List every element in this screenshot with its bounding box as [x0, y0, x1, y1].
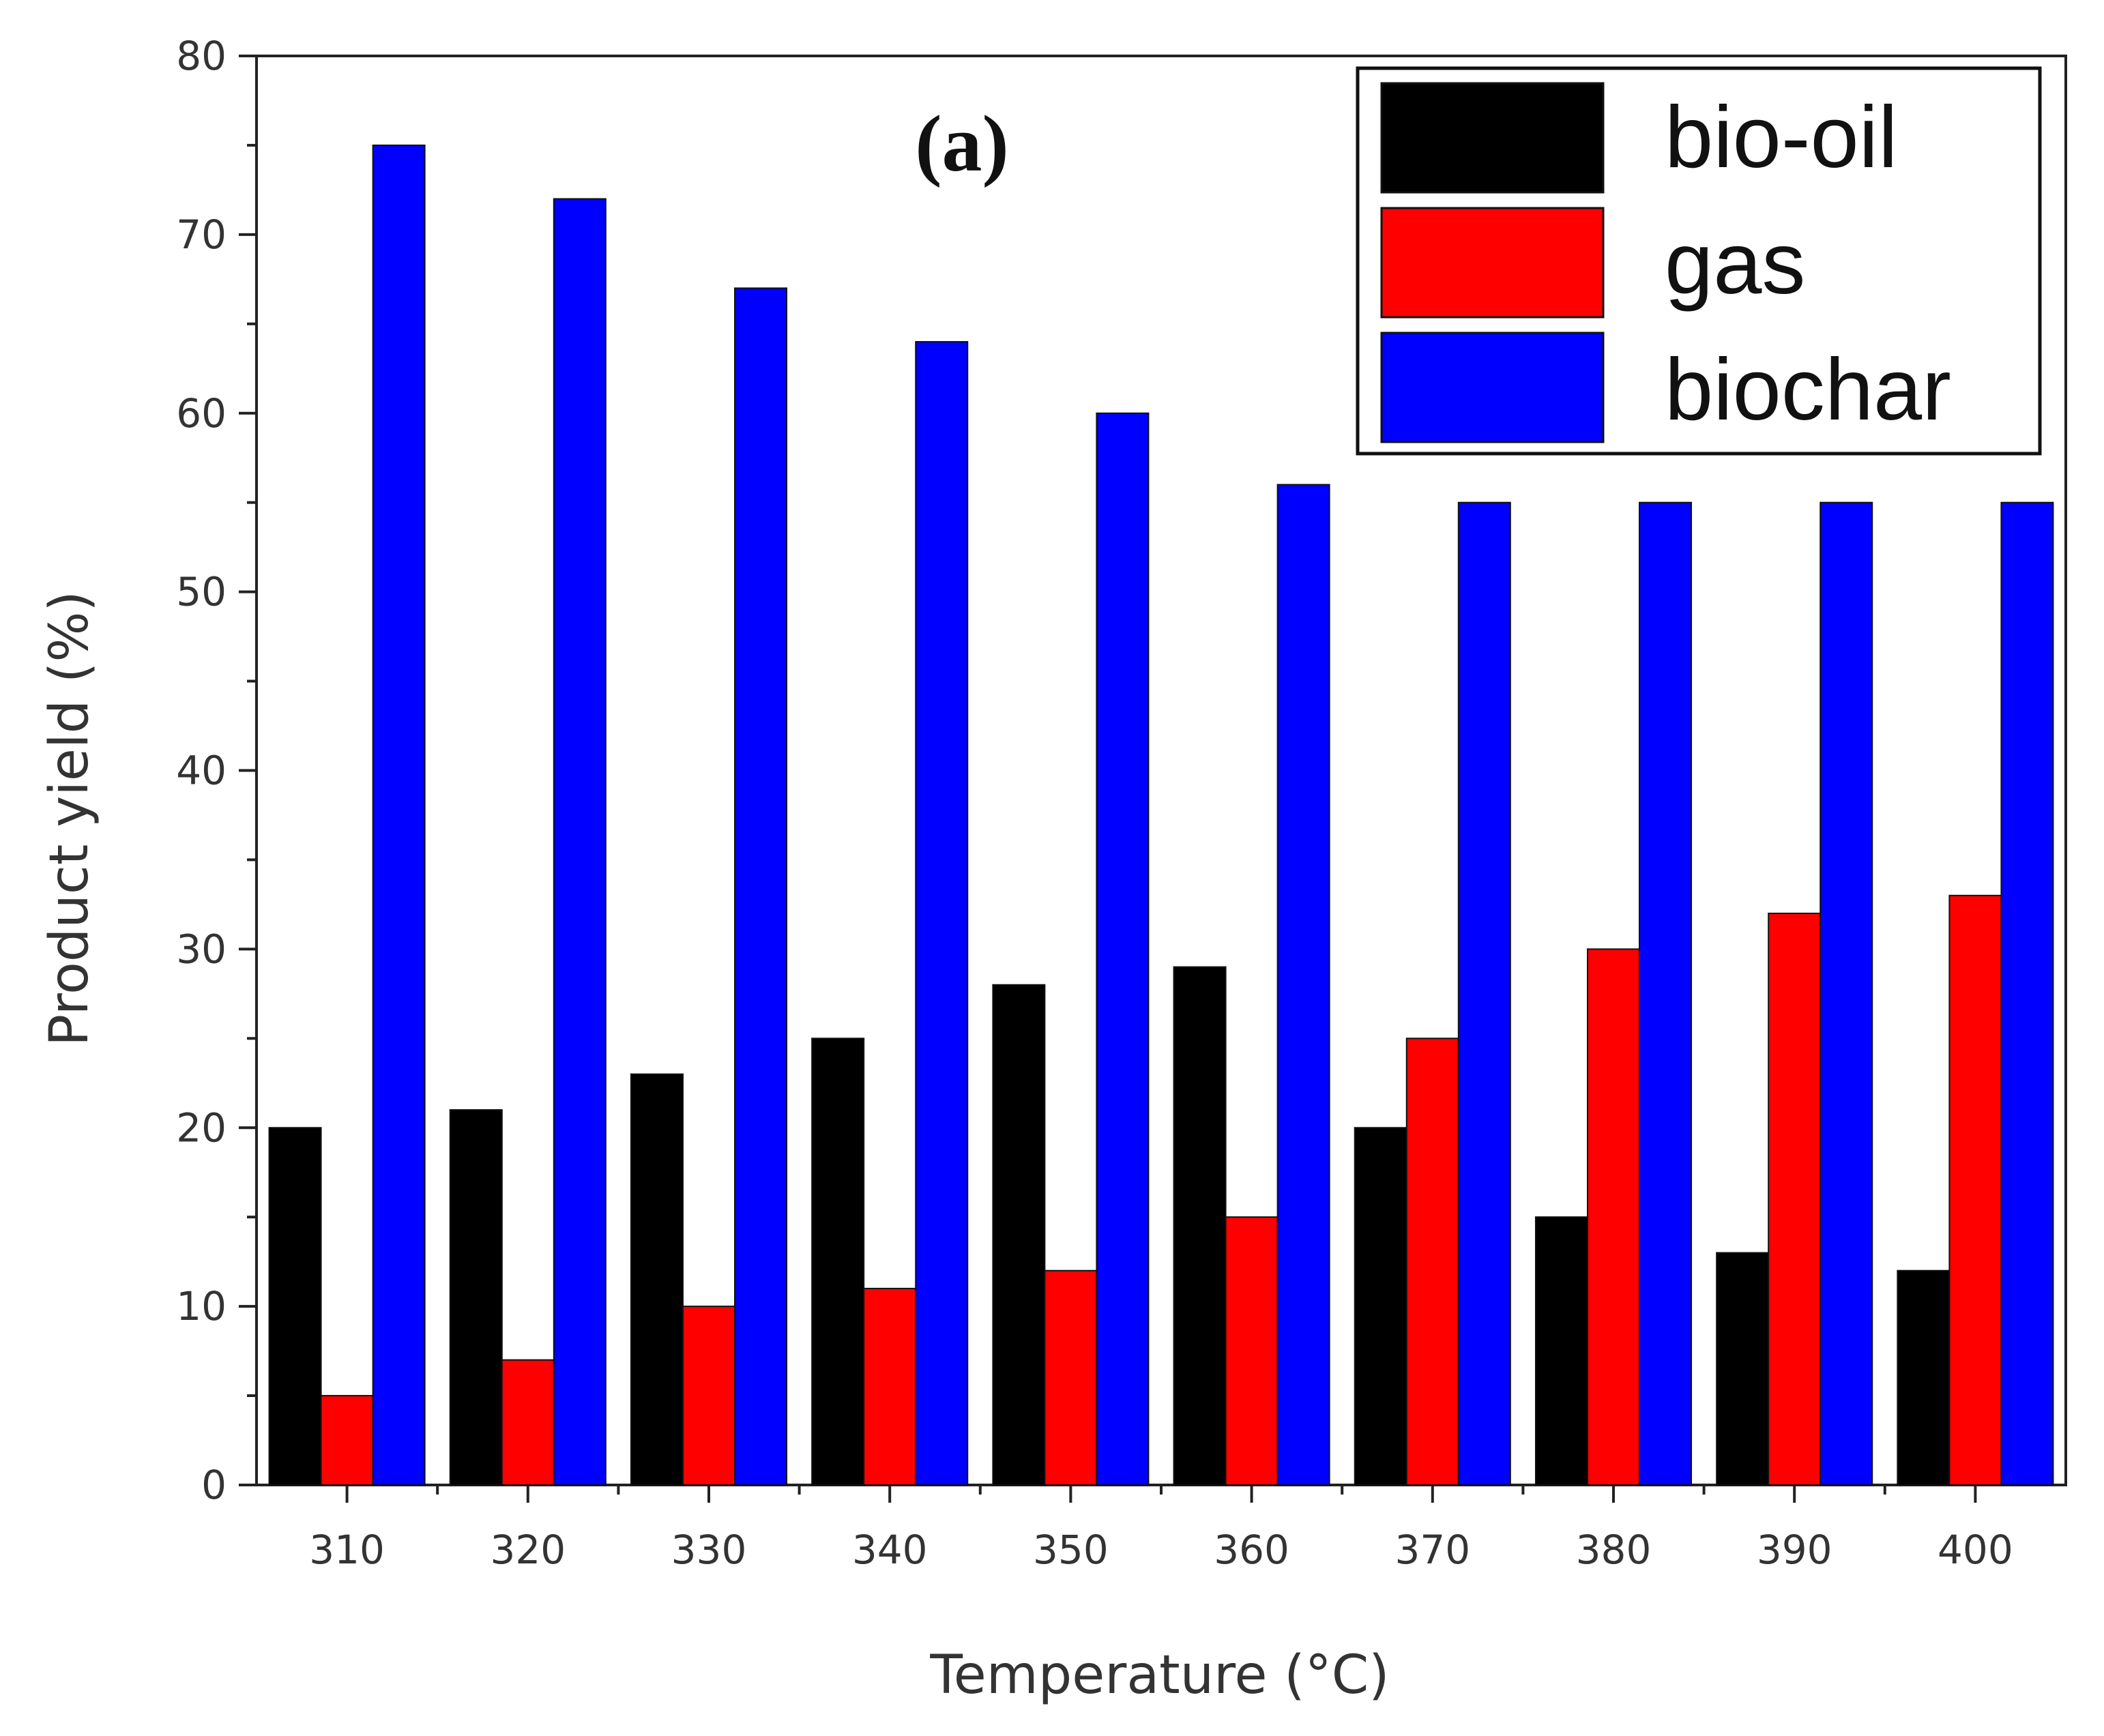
legend: bio-oil gas biochar — [1356, 66, 2042, 456]
bar-bio-oil-380 — [1534, 1216, 1588, 1486]
x-tick-label: 330 — [671, 1527, 747, 1573]
y-tick-label: 60 — [176, 390, 227, 437]
bar-bio-oil-350 — [992, 984, 1046, 1486]
bar-biochar-380 — [1639, 501, 1693, 1486]
legend-label-bio-oil: bio-oil — [1665, 89, 1898, 186]
bar-biochar-320 — [553, 198, 607, 1486]
y-tick-label: 70 — [176, 211, 227, 258]
x-axis-title: Temperature (°C) — [929, 1645, 1389, 1706]
x-tick-label: 320 — [490, 1527, 566, 1573]
legend-swatch-gas — [1380, 207, 1605, 319]
bar-gas-400 — [1948, 894, 2002, 1486]
panel-label: (a) — [915, 99, 1009, 188]
bar-gas-320 — [501, 1359, 555, 1486]
axis-ticks — [239, 55, 1977, 1503]
bar-gas-330 — [682, 1306, 736, 1486]
x-tick-label: 340 — [852, 1527, 928, 1573]
legend-label-biochar: biochar — [1665, 341, 1951, 439]
bar-biochar-310 — [372, 144, 426, 1486]
bar-gas-350 — [1044, 1269, 1098, 1486]
bar-gas-340 — [863, 1287, 917, 1486]
x-tick-label: 380 — [1576, 1527, 1652, 1573]
bar-biochar-330 — [734, 287, 788, 1486]
x-tick-label: 370 — [1394, 1527, 1470, 1573]
bar-bio-oil-330 — [630, 1073, 684, 1486]
bar-gas-310 — [320, 1395, 374, 1486]
bar-gas-380 — [1586, 948, 1641, 1486]
legend-label-gas: gas — [1665, 215, 1805, 312]
y-tick-label: 50 — [176, 569, 227, 615]
y-tick-label: 10 — [176, 1283, 227, 1329]
bar-bio-oil-360 — [1173, 966, 1227, 1486]
bar-biochar-400 — [2000, 501, 2054, 1486]
y-tick-label: 20 — [176, 1104, 227, 1151]
bar-bio-oil-310 — [268, 1127, 322, 1486]
bar-gas-360 — [1225, 1216, 1279, 1486]
legend-swatch-biochar — [1380, 332, 1605, 443]
bar-bio-oil-340 — [811, 1038, 865, 1486]
tick-labels: 0 10 20 30 40 50 60 70 80 310 320 330 340 350 360 370 38… — [176, 33, 2013, 1573]
bar-bio-oil-320 — [449, 1109, 503, 1486]
y-tick-label: 40 — [176, 748, 227, 794]
bar-biochar-370 — [1457, 501, 1511, 1486]
bar-gas-370 — [1405, 1038, 1459, 1486]
legend-swatch-bio-oil — [1380, 82, 1605, 194]
bar-biochar-340 — [915, 341, 969, 1486]
y-tick-label: 0 — [201, 1462, 227, 1508]
x-tick-label: 400 — [1938, 1527, 2013, 1573]
bar-bio-oil-390 — [1716, 1252, 1770, 1486]
bar-biochar-350 — [1096, 412, 1150, 1486]
bar-biochar-390 — [1820, 501, 1873, 1486]
x-tick-label: 360 — [1214, 1527, 1289, 1573]
bar-gas-390 — [1768, 913, 1822, 1486]
bars-group — [268, 144, 2054, 1486]
bar-bio-oil-370 — [1354, 1127, 1407, 1486]
y-axis-title: Product yield (%) — [39, 591, 100, 1046]
bar-biochar-360 — [1276, 484, 1330, 1486]
bar-bio-oil-400 — [1897, 1269, 1950, 1486]
x-tick-label: 310 — [309, 1527, 385, 1573]
x-tick-label: 390 — [1757, 1527, 1832, 1573]
y-tick-label: 30 — [176, 926, 227, 972]
x-tick-label: 350 — [1033, 1527, 1109, 1573]
y-tick-label: 80 — [176, 33, 227, 79]
